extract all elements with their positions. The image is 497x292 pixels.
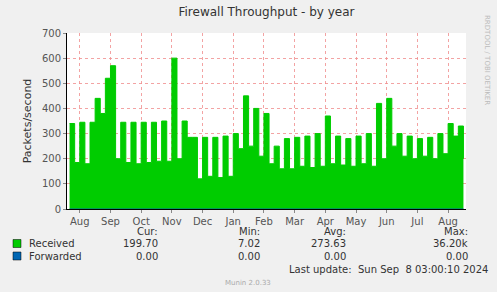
svg-text:7.02: 7.02 <box>238 238 260 249</box>
svg-text:Aug: Aug <box>70 216 90 227</box>
svg-text:0.00: 0.00 <box>238 251 260 262</box>
svg-text:Jul: Jul <box>410 216 423 227</box>
svg-text:Avg:: Avg: <box>324 226 346 237</box>
svg-text:Feb: Feb <box>255 216 273 227</box>
svg-text:Max:: Max: <box>444 226 468 237</box>
svg-text:0.00: 0.00 <box>136 251 158 262</box>
svg-text:Mar: Mar <box>285 216 305 227</box>
svg-text:Cur:: Cur: <box>137 226 158 237</box>
svg-text:Jan: Jan <box>225 216 241 227</box>
svg-text:Nov: Nov <box>162 216 182 227</box>
svg-text:Forwarded: Forwarded <box>29 251 82 262</box>
svg-text:273.63: 273.63 <box>311 238 346 249</box>
svg-text:Firewall Throughput - by year: Firewall Throughput - by year <box>178 5 354 19</box>
svg-text:Apr: Apr <box>317 216 335 227</box>
svg-text:200: 200 <box>42 153 61 164</box>
svg-text:Received: Received <box>29 238 75 249</box>
svg-text:Last update: Sun Sep 8 03:00: Last update: Sun Sep 8 03:00:10 2024 <box>289 264 488 275</box>
svg-text:300: 300 <box>42 128 61 139</box>
svg-text:0.00: 0.00 <box>324 251 346 262</box>
svg-text:500: 500 <box>42 78 61 89</box>
svg-text:RRDTOOL / TOBI OETIKER: RRDTOOL / TOBI OETIKER <box>483 15 491 105</box>
svg-text:Oct: Oct <box>133 216 150 227</box>
svg-text:700: 700 <box>42 28 61 39</box>
svg-text:Dec: Dec <box>193 216 212 227</box>
svg-text:0: 0 <box>55 204 61 215</box>
svg-text:36.20k: 36.20k <box>433 238 468 249</box>
svg-text:Min:: Min: <box>239 226 260 237</box>
svg-text:600: 600 <box>42 53 61 64</box>
svg-text:Jun: Jun <box>378 216 395 227</box>
svg-text:400: 400 <box>42 103 61 114</box>
svg-text:May: May <box>346 216 367 227</box>
svg-text:Sep: Sep <box>101 216 120 227</box>
svg-text:Packets/second: Packets/second <box>21 79 34 164</box>
svg-text:0.00: 0.00 <box>446 251 468 262</box>
svg-text:100: 100 <box>42 178 61 189</box>
svg-text:Munin 2.0.33: Munin 2.0.33 <box>225 279 271 287</box>
svg-text:199.70: 199.70 <box>123 238 158 249</box>
svg-text:Aug: Aug <box>438 216 458 227</box>
